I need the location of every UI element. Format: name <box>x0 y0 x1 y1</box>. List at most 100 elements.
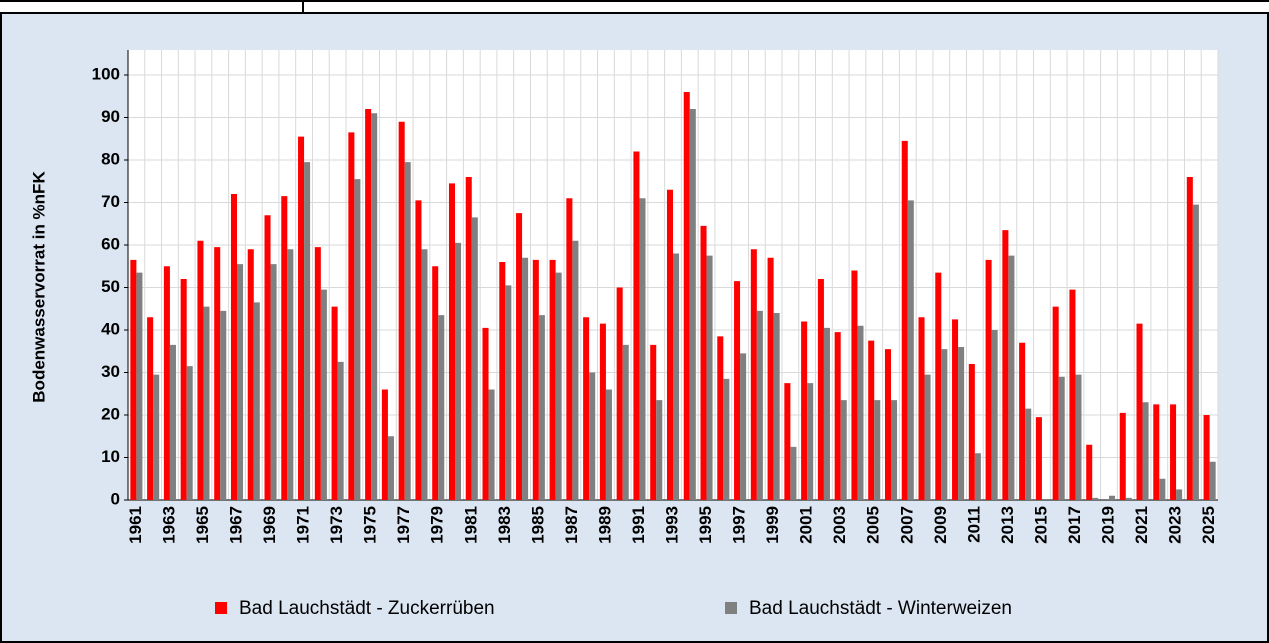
bar <box>371 113 378 500</box>
bar <box>549 259 556 500</box>
bar <box>287 249 294 500</box>
bar <box>555 272 562 500</box>
bar <box>304 162 311 500</box>
bar <box>264 215 271 500</box>
bar <box>1119 412 1126 500</box>
bar <box>1203 415 1210 500</box>
x-tick-label: 1983 <box>495 506 514 544</box>
y-tick-label: 50 <box>101 277 120 296</box>
bar <box>147 317 154 500</box>
bar <box>1170 404 1177 500</box>
bar <box>455 242 462 500</box>
bar <box>756 310 763 500</box>
bar <box>1153 404 1160 500</box>
bar <box>1035 417 1042 500</box>
bar <box>566 198 573 500</box>
bar <box>784 383 791 500</box>
x-tick-label: 2025 <box>1199 506 1218 544</box>
bar <box>1109 495 1116 500</box>
bar <box>281 196 288 500</box>
bar <box>387 436 394 500</box>
x-tick-label: 2001 <box>797 506 816 544</box>
bar <box>706 255 713 500</box>
y-tick-label: 30 <box>101 362 120 381</box>
bar <box>237 264 244 500</box>
x-tick-label: 2023 <box>1166 506 1185 544</box>
x-tick-label: 1993 <box>662 506 681 544</box>
bar <box>186 366 193 500</box>
bar <box>465 177 472 500</box>
bar <box>907 200 914 500</box>
x-tick-label: 1977 <box>394 506 413 544</box>
bar <box>717 336 724 500</box>
bar <box>924 374 931 500</box>
bar <box>398 121 405 500</box>
bar <box>991 330 998 500</box>
bar <box>639 198 646 500</box>
bar <box>583 317 590 500</box>
bar <box>633 151 640 500</box>
bar <box>1069 289 1076 500</box>
x-tick-label: 1979 <box>428 506 447 544</box>
bar <box>163 266 170 500</box>
bar <box>958 347 965 500</box>
x-tick-label: 2009 <box>931 506 950 544</box>
x-tick-label: 1965 <box>193 506 212 544</box>
y-tick-label: 20 <box>101 404 120 423</box>
bar <box>1019 342 1026 500</box>
bar <box>656 400 663 500</box>
y-axis-label: Bodenwasservorrat in %nFK <box>29 171 48 403</box>
y-tick-label: 100 <box>92 64 120 83</box>
x-tick-label: 1971 <box>294 506 313 544</box>
bar <box>801 321 808 500</box>
x-tick-label: 1997 <box>730 506 749 544</box>
bar <box>253 302 260 500</box>
bar <box>1159 478 1166 500</box>
bar <box>197 240 204 500</box>
y-tick-label: 60 <box>101 234 120 253</box>
bar <box>331 306 338 500</box>
bar <box>1025 408 1032 500</box>
bar <box>1125 497 1132 500</box>
bar <box>230 194 237 500</box>
legend-label: Bad Lauchstädt - Winterweizen <box>749 598 1012 619</box>
bar <box>214 247 221 500</box>
bar <box>605 389 612 500</box>
bar <box>767 257 774 500</box>
bar <box>773 313 780 500</box>
bar <box>823 327 830 500</box>
bar <box>136 272 143 500</box>
x-tick-label: 2021 <box>1132 506 1151 544</box>
bar <box>1142 402 1149 500</box>
bar <box>840 400 847 500</box>
bar <box>616 287 623 500</box>
bar <box>298 136 305 500</box>
bar <box>952 319 959 500</box>
y-tick-label: 90 <box>101 107 120 126</box>
x-tick-label: 1963 <box>159 506 178 544</box>
bar <box>700 225 707 500</box>
bar <box>1136 323 1143 500</box>
bar <box>354 179 361 500</box>
legend-label: Bad Lauchstädt - Zuckerrüben <box>239 598 495 619</box>
legend-swatch <box>725 602 737 614</box>
bar <box>968 364 975 500</box>
bar <box>471 217 478 500</box>
bar <box>918 317 925 500</box>
x-tick-label: 1987 <box>562 506 581 544</box>
bar <box>1086 444 1093 500</box>
bar <box>891 400 898 500</box>
bar <box>851 270 858 500</box>
bar <box>1176 489 1183 500</box>
bar <box>572 240 579 500</box>
bar <box>689 109 696 500</box>
bar <box>220 310 227 500</box>
x-tick-label: 2003 <box>830 506 849 544</box>
bar <box>874 400 881 500</box>
bar <box>381 389 388 500</box>
x-tick-label: 1985 <box>528 506 547 544</box>
bar <box>314 247 321 500</box>
x-tick-label: 1973 <box>327 506 346 544</box>
bar <box>817 279 824 500</box>
bar <box>522 257 529 500</box>
